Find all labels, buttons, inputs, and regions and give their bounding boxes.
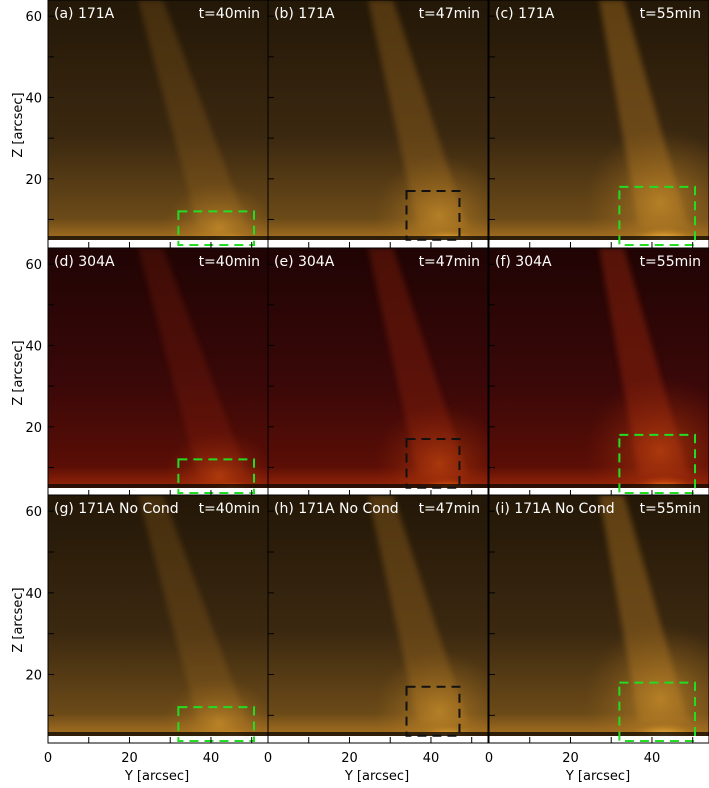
jet-structure	[138, 495, 248, 723]
y-tick-label: 40	[25, 91, 42, 106]
surface-band	[48, 488, 268, 496]
y-tick-label: 60	[25, 10, 42, 25]
panel-a: (a) 171A t=40min	[47, 0, 269, 249]
panel-i: (i) 171A No Cond t=55min	[488, 494, 709, 744]
eruption-glow	[374, 155, 488, 248]
chromosphere-band	[268, 484, 488, 488]
panel-frame	[267, 494, 489, 744]
panel-b: (b) 171A t=47min	[267, 0, 489, 249]
panel-label: (g) 171A No Cond	[54, 501, 179, 517]
panel-time: t=47min	[419, 501, 480, 517]
region-box	[405, 438, 461, 489]
x-tick-label: 0	[44, 751, 52, 766]
y-tick-label: 20	[25, 421, 42, 436]
panel-time: t=55min	[640, 254, 701, 270]
eruption-glow	[164, 182, 268, 248]
region-box	[618, 681, 696, 743]
region-box	[177, 210, 256, 246]
panel-label: (d) 304A	[54, 254, 115, 270]
x-tick-label: 40	[644, 751, 661, 766]
y-tick-label: 20	[25, 669, 42, 684]
y-tick-label: 60	[25, 505, 42, 520]
surface-band	[489, 736, 709, 743]
chromosphere-band	[48, 732, 268, 736]
surface-band	[48, 736, 268, 743]
panel-time: t=55min	[640, 501, 701, 517]
surface-band	[489, 488, 709, 496]
region-box	[618, 433, 696, 494]
jet-structure	[138, 248, 248, 476]
y-tick-label: 40	[25, 587, 42, 602]
eruption-glow	[164, 678, 268, 743]
eruption-glow	[585, 624, 709, 743]
y-axis-title-row-g: Z [arcsec]	[11, 587, 26, 652]
surface-band	[48, 240, 268, 248]
region-box	[177, 458, 256, 495]
chromosphere-band	[268, 236, 488, 240]
jet-structure	[138, 0, 248, 228]
x-tick-label: 20	[562, 751, 579, 766]
x-tick-label: 0	[485, 751, 493, 766]
panel-c: (c) 171A t=55min	[488, 0, 709, 249]
eruption-glow	[164, 430, 268, 496]
y-axis-title-row-d: Z [arcsec]	[11, 340, 26, 405]
panel-label: (f) 304A	[495, 254, 552, 270]
chromosphere-band	[268, 732, 488, 736]
panel-label: (i) 171A No Cond	[495, 501, 615, 517]
panel-e: (e) 304A t=47min	[267, 247, 489, 497]
chromosphere-band	[489, 484, 709, 488]
region-box	[618, 185, 696, 246]
region-box	[405, 685, 461, 737]
panel-time: t=55min	[640, 6, 701, 22]
chromosphere-band	[48, 236, 268, 240]
eruption-glow	[585, 376, 709, 496]
y-axis-title-row-a: Z [arcsec]	[11, 92, 26, 157]
panel-label: (b) 171A	[274, 6, 335, 22]
region-box	[177, 706, 256, 743]
x-axis-title-col-c: Y [arcsec]	[565, 769, 630, 784]
y-tick-label: 20	[25, 173, 42, 188]
y-tick-label: 60	[25, 258, 42, 273]
surface-band	[268, 488, 488, 496]
panel-time: t=40min	[199, 6, 260, 22]
x-tick-label: 40	[203, 751, 220, 766]
chromosphere-band	[489, 236, 709, 240]
panel-label: (e) 304A	[274, 254, 335, 270]
region-box	[405, 190, 461, 241]
x-tick-label: 20	[121, 751, 138, 766]
surface-band	[268, 240, 488, 248]
panel-label: (h) 171A No Cond	[274, 501, 399, 517]
panel-g: (g) 171A No Cond t=40min	[47, 494, 269, 744]
surface-band	[268, 736, 488, 743]
panel-label: (c) 171A	[495, 6, 555, 22]
chromosphere-band	[48, 484, 268, 488]
panel-time: t=40min	[199, 254, 260, 270]
surface-band	[489, 240, 709, 248]
panel-h: (h) 171A No Cond t=47min	[267, 494, 489, 744]
chromosphere-band	[489, 732, 709, 736]
eruption-glow	[585, 128, 709, 248]
x-tick-label: 20	[341, 751, 358, 766]
eruption-glow	[374, 403, 488, 496]
panel-f: (f) 304A t=55min	[488, 247, 709, 497]
panel-d: (d) 304A t=40min	[47, 247, 269, 497]
x-tick-label: 40	[423, 751, 440, 766]
x-axis-title-col-a: Y [arcsec]	[124, 769, 189, 784]
panel-label: (a) 171A	[54, 6, 115, 22]
panel-time: t=47min	[419, 254, 480, 270]
x-axis-title-col-b: Y [arcsec]	[344, 769, 409, 784]
eruption-glow	[374, 651, 488, 743]
y-tick-label: 40	[25, 339, 42, 354]
panel-time: t=40min	[199, 501, 260, 517]
panel-time: t=47min	[419, 6, 480, 22]
panel-frame	[488, 494, 709, 744]
x-tick-label: 0	[264, 751, 272, 766]
